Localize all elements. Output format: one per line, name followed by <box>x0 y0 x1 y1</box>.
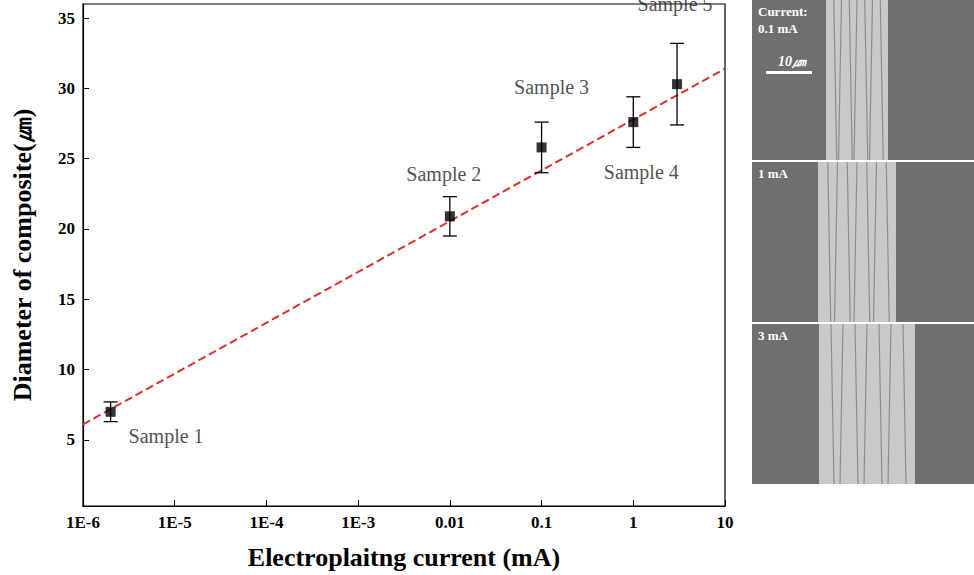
svg-text:0.1: 0.1 <box>531 513 552 532</box>
svg-text:1E-5: 1E-5 <box>158 513 192 532</box>
svg-text:Sample 2: Sample 2 <box>406 163 481 186</box>
svg-text:Diameter of composite(㎛): Diameter of composite(㎛) <box>8 109 37 402</box>
svg-text:30: 30 <box>58 79 75 98</box>
svg-text:Sample 1: Sample 1 <box>129 425 204 448</box>
svg-text:0.01: 0.01 <box>435 513 465 532</box>
svg-text:20: 20 <box>58 219 75 238</box>
svg-text:0.1 mA: 0.1 mA <box>758 21 798 36</box>
svg-text:Sample 3: Sample 3 <box>514 76 589 99</box>
svg-text:15: 15 <box>58 290 75 309</box>
svg-text:3 mA: 3 mA <box>758 328 789 343</box>
svg-text:1: 1 <box>629 513 638 532</box>
svg-text:1E-4: 1E-4 <box>249 513 284 532</box>
svg-text:10: 10 <box>58 360 75 379</box>
svg-text:10: 10 <box>717 513 734 532</box>
svg-text:Current:: Current: <box>758 4 808 19</box>
svg-text:Sample 5: Sample 5 <box>638 0 713 16</box>
svg-text:1E-6: 1E-6 <box>66 513 100 532</box>
svg-text:5: 5 <box>67 430 76 449</box>
svg-text:10㎛: 10㎛ <box>778 54 807 69</box>
svg-text:1 mA: 1 mA <box>758 166 789 181</box>
svg-text:1E-3: 1E-3 <box>341 513 375 532</box>
svg-text:25: 25 <box>58 149 75 168</box>
svg-text:35: 35 <box>58 9 75 28</box>
svg-text:Sample 4: Sample 4 <box>604 161 679 184</box>
svg-text:Electroplaitng current (mA): Electroplaitng current (mA) <box>248 543 560 572</box>
